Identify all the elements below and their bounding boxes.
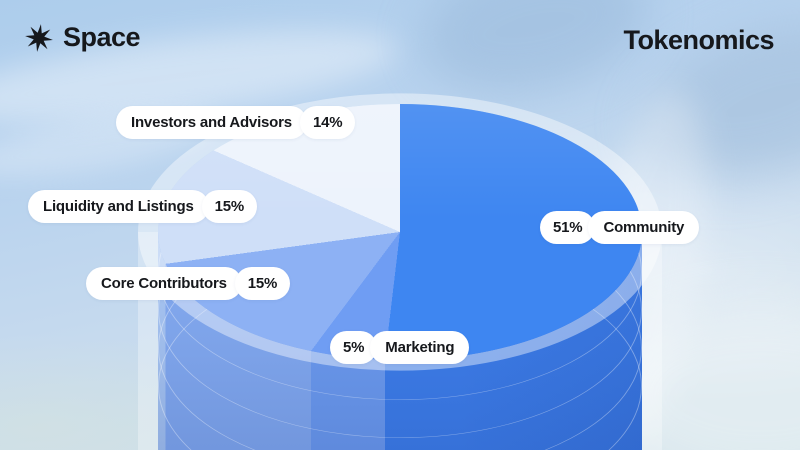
star-icon: [25, 23, 53, 52]
callout-label: Investors and Advisors: [116, 106, 307, 139]
pie-glass-shell-right: [642, 232, 662, 450]
callout-value: 5%: [330, 331, 378, 364]
callout-marketing: 5% Marketing: [330, 331, 470, 364]
callout-value: 14%: [299, 106, 356, 139]
callout-value: 51%: [540, 211, 596, 244]
brand-logo: Space: [24, 22, 141, 53]
callout-investors-and-advisors: Investors and Advisors 14%: [116, 106, 356, 139]
brand-name: Space: [63, 22, 141, 52]
callout-value: 15%: [201, 190, 258, 223]
callout-label: Community: [588, 211, 700, 244]
callout-community: 51% Community: [540, 211, 700, 244]
page-title: Tokenomics: [623, 25, 774, 55]
callout-label: Core Contributors: [86, 267, 242, 300]
callout-label: Liquidity and Listings: [28, 190, 209, 223]
callout-label: Marketing: [370, 331, 470, 364]
callout-core-contributors: Core Contributors 15%: [86, 267, 291, 300]
callout-value: 15%: [234, 267, 291, 300]
callout-liquidity-and-listings: Liquidity and Listings 15%: [28, 190, 258, 223]
